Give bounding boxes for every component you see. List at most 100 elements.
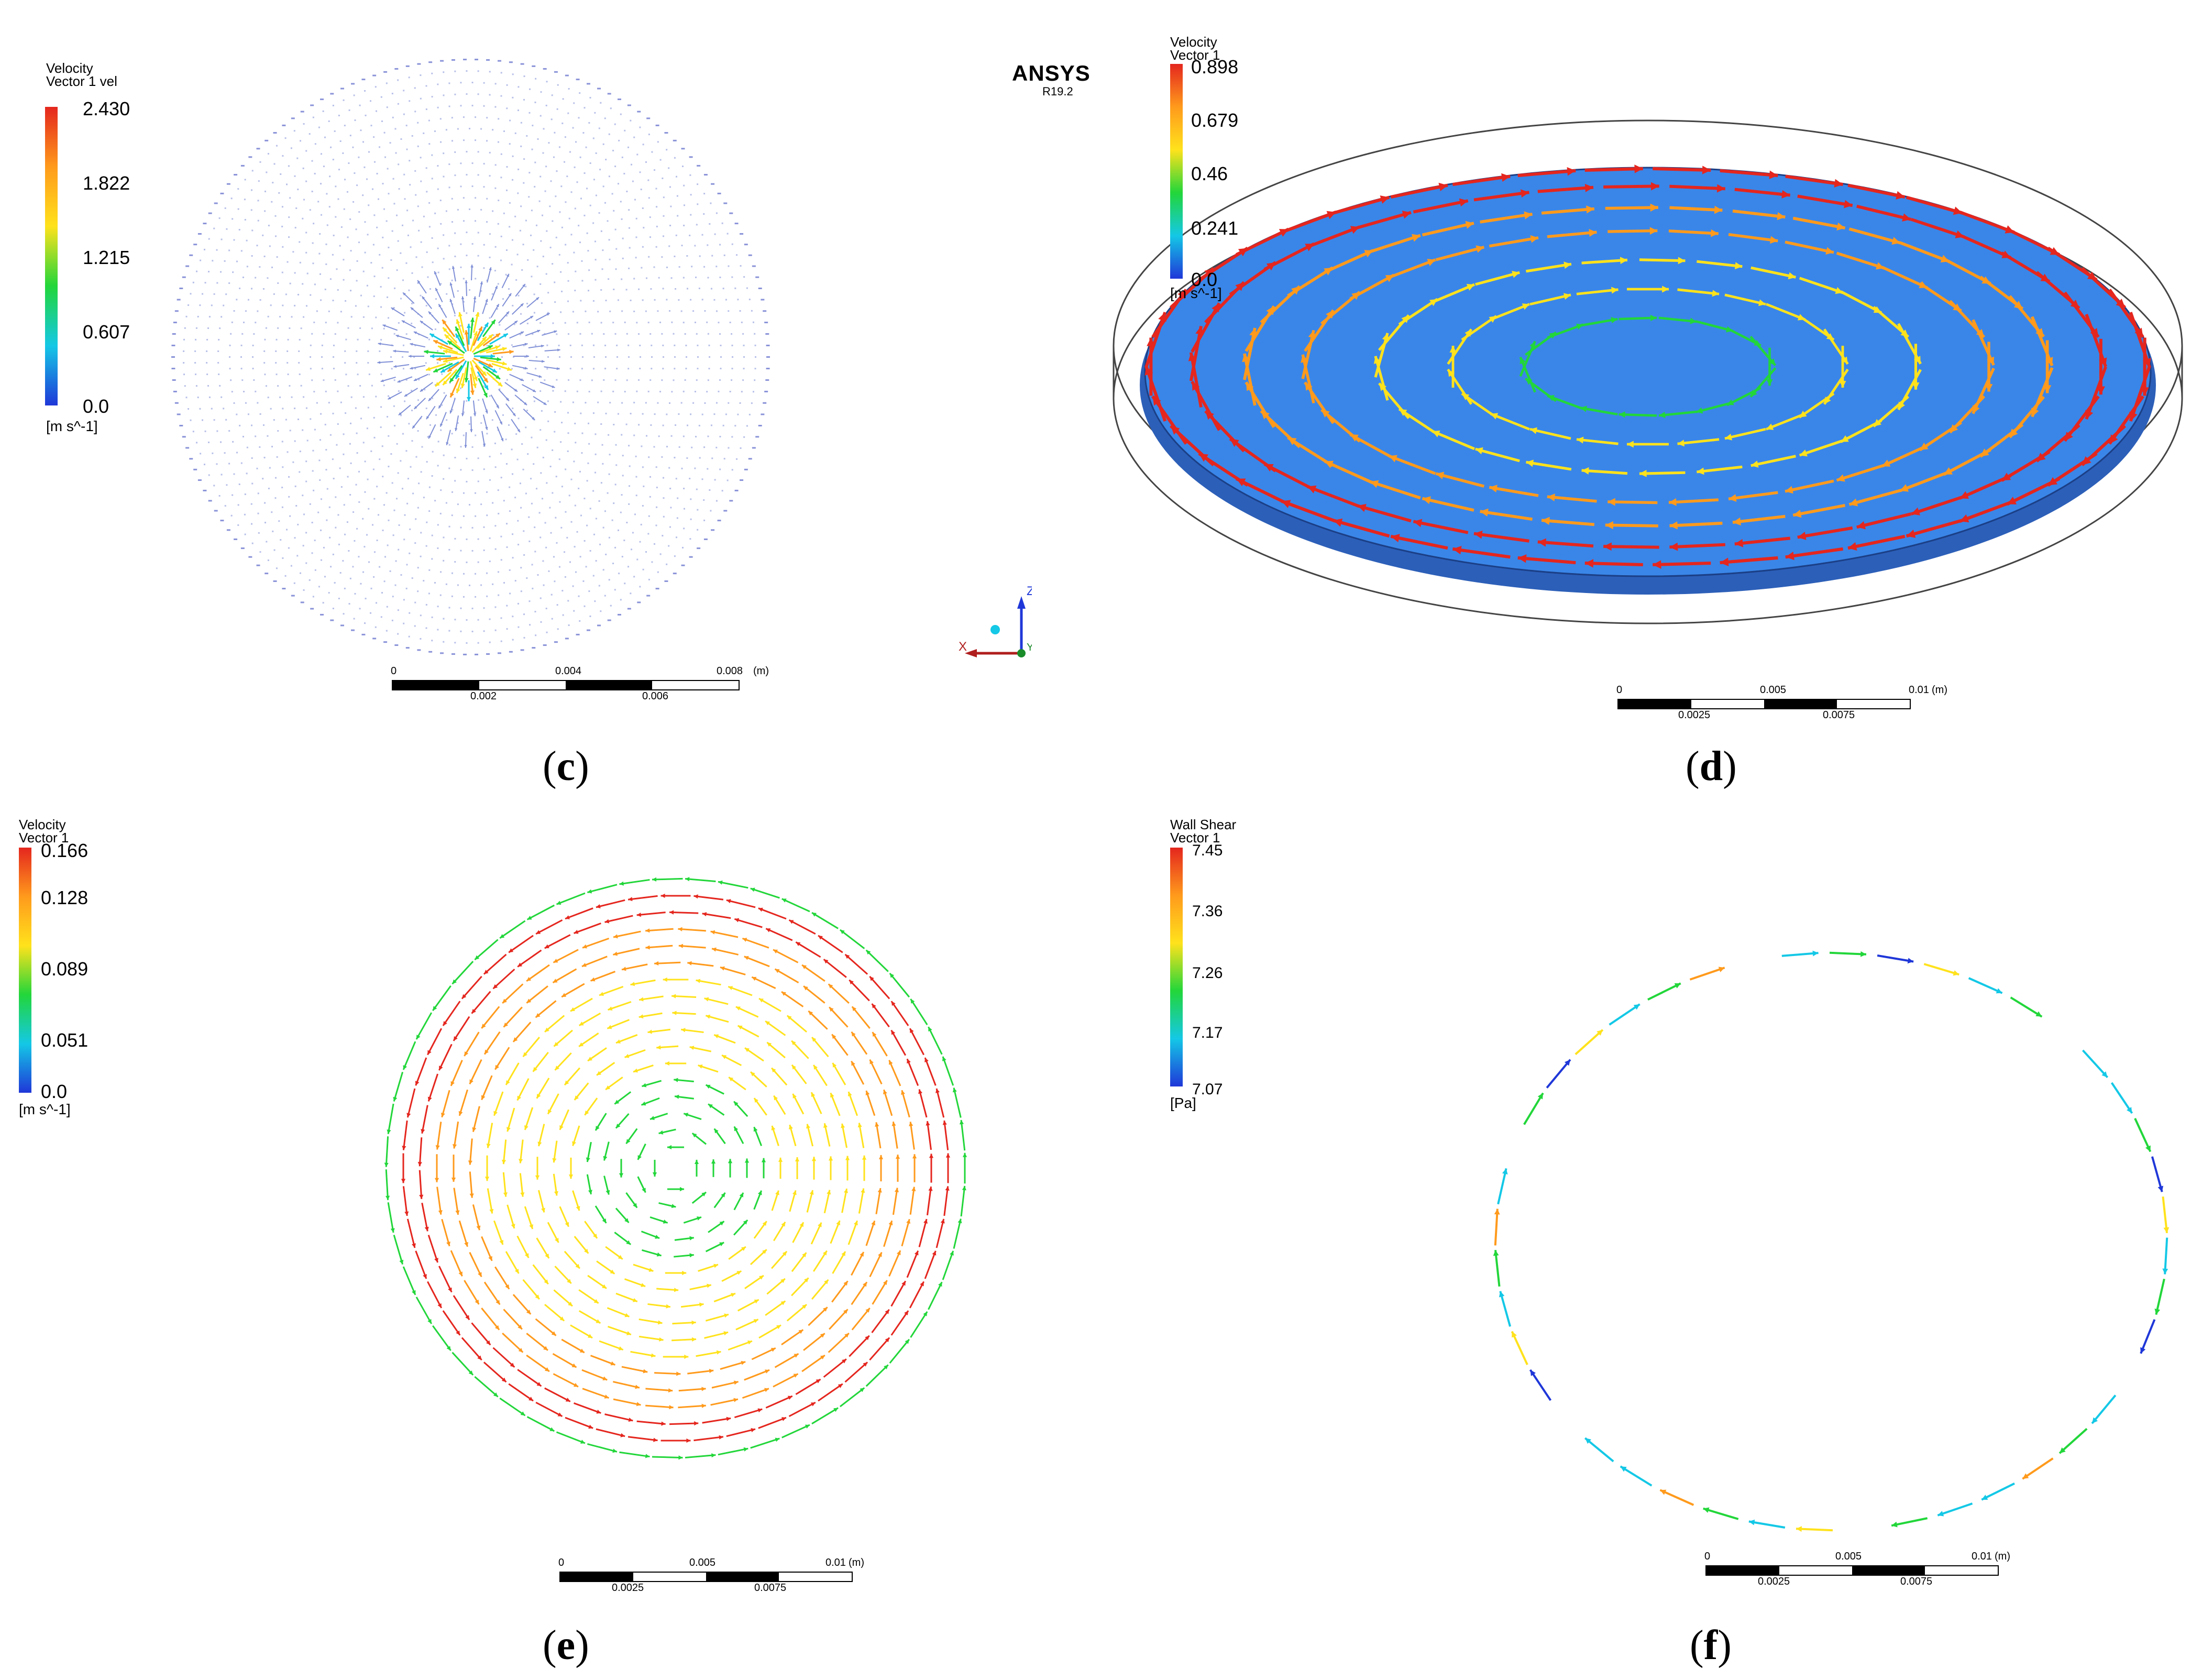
velocity-arrow-head (804, 1278, 809, 1282)
velocity-marker (513, 356, 514, 358)
velocity-marker (391, 482, 393, 484)
velocity-marker (707, 333, 709, 335)
velocity-marker (521, 443, 523, 445)
velocity-arrow (906, 1058, 919, 1086)
velocity-arrow (839, 929, 865, 949)
velocity-arrow-head (765, 1021, 770, 1026)
velocity-marker (393, 203, 395, 205)
velocity-marker (483, 244, 485, 246)
velocity-arrow (415, 1057, 427, 1086)
velocity-arrow-head (889, 973, 895, 978)
velocity-marker (722, 288, 724, 290)
velocity-marker (547, 400, 549, 402)
velocity-marker (731, 243, 733, 245)
velocity-marker (359, 608, 361, 610)
velocity-arrow (419, 1137, 423, 1167)
velocity-marker (370, 125, 372, 127)
velocity-marker (643, 485, 645, 487)
velocity-marker (430, 424, 431, 426)
velocity-marker (471, 105, 474, 107)
velocity-arrow (924, 1057, 937, 1086)
tick-label: 0.089 (41, 958, 89, 980)
velocity-arrow-head (544, 1279, 548, 1284)
velocity-marker (628, 356, 630, 358)
velocity-arrow (811, 1037, 829, 1058)
velocity-arrow-head (828, 1156, 833, 1161)
velocity-marker (591, 379, 593, 381)
velocity-marker (741, 391, 743, 393)
velocity-arrow-head (417, 1162, 422, 1167)
velocity-marker (177, 413, 181, 415)
velocity-marker (529, 112, 531, 114)
velocity-marker (555, 476, 557, 478)
legend-title-line: Vector 1 (1170, 47, 1220, 63)
velocity-marker (437, 106, 439, 108)
velocity-marker (267, 397, 269, 399)
velocity-marker (682, 322, 685, 324)
velocity-marker (532, 65, 536, 67)
velocity-arrow (871, 1003, 890, 1028)
shear-arrow (1529, 1369, 1552, 1401)
axis-triad: Z X Y (959, 584, 1032, 657)
velocity-arrow-head (472, 383, 477, 388)
velocity-marker (527, 453, 529, 455)
velocity-marker (663, 497, 665, 499)
velocity-marker (344, 362, 346, 364)
velocity-marker (669, 526, 671, 528)
scale-track (392, 680, 740, 690)
velocity-marker (362, 396, 365, 398)
velocity-arrow-head (889, 1060, 893, 1065)
velocity-arrow-head (572, 1141, 576, 1146)
velocity-arrow-head (533, 1067, 537, 1072)
velocity-marker (731, 469, 733, 471)
velocity-marker (486, 303, 488, 305)
velocity-arrow-head (945, 1186, 950, 1191)
velocity-marker (475, 220, 477, 222)
velocity-marker (367, 305, 369, 308)
velocity-marker (391, 368, 393, 370)
velocity-marker (719, 333, 721, 335)
velocity-marker (477, 174, 479, 176)
velocity-marker (348, 109, 350, 111)
velocity-arrow (858, 1188, 865, 1214)
velocity-marker (257, 492, 259, 495)
velocity-arrow-head (555, 1066, 560, 1070)
velocity-marker (279, 396, 281, 398)
velocity-marker (463, 139, 465, 141)
velocity-arrow-head (759, 1275, 764, 1280)
velocity-arrow-head (782, 1251, 787, 1256)
velocity-arrow (526, 964, 550, 982)
velocity-marker (603, 333, 605, 335)
velocity-arrow-head (478, 1272, 482, 1277)
velocity-marker (518, 418, 520, 420)
velocity-arrow-head (2099, 357, 2107, 367)
velocity-arrow (1473, 532, 1529, 543)
shear-arrow-head (1703, 1507, 1710, 1513)
velocity-marker (185, 315, 188, 317)
velocity-marker (232, 218, 234, 220)
velocity-marker (498, 118, 500, 120)
scale-label: 0.01 (1972, 1551, 1992, 1562)
velocity-marker (592, 412, 594, 414)
velocity-marker (397, 633, 399, 635)
velocity-marker (405, 647, 410, 649)
velocity-arrow-head (1696, 407, 1703, 414)
velocity-marker (616, 344, 618, 346)
velocity-marker (593, 179, 595, 181)
velocity-arrow-head (753, 1127, 758, 1132)
velocity-arrow-head (745, 1048, 750, 1052)
velocity-arrow-head (557, 348, 560, 352)
velocity-marker (409, 612, 411, 614)
velocity-marker (726, 233, 729, 235)
velocity-marker (425, 108, 427, 111)
velocity-marker (572, 401, 574, 403)
velocity-marker (332, 159, 334, 161)
velocity-marker (588, 122, 590, 124)
velocity-arrow (565, 907, 593, 920)
velocity-marker (562, 98, 564, 100)
velocity-marker (592, 490, 594, 492)
velocity-marker (666, 149, 668, 151)
velocity-marker (401, 488, 403, 490)
velocity-arrow-head (820, 1333, 825, 1338)
velocity-marker (664, 580, 668, 582)
